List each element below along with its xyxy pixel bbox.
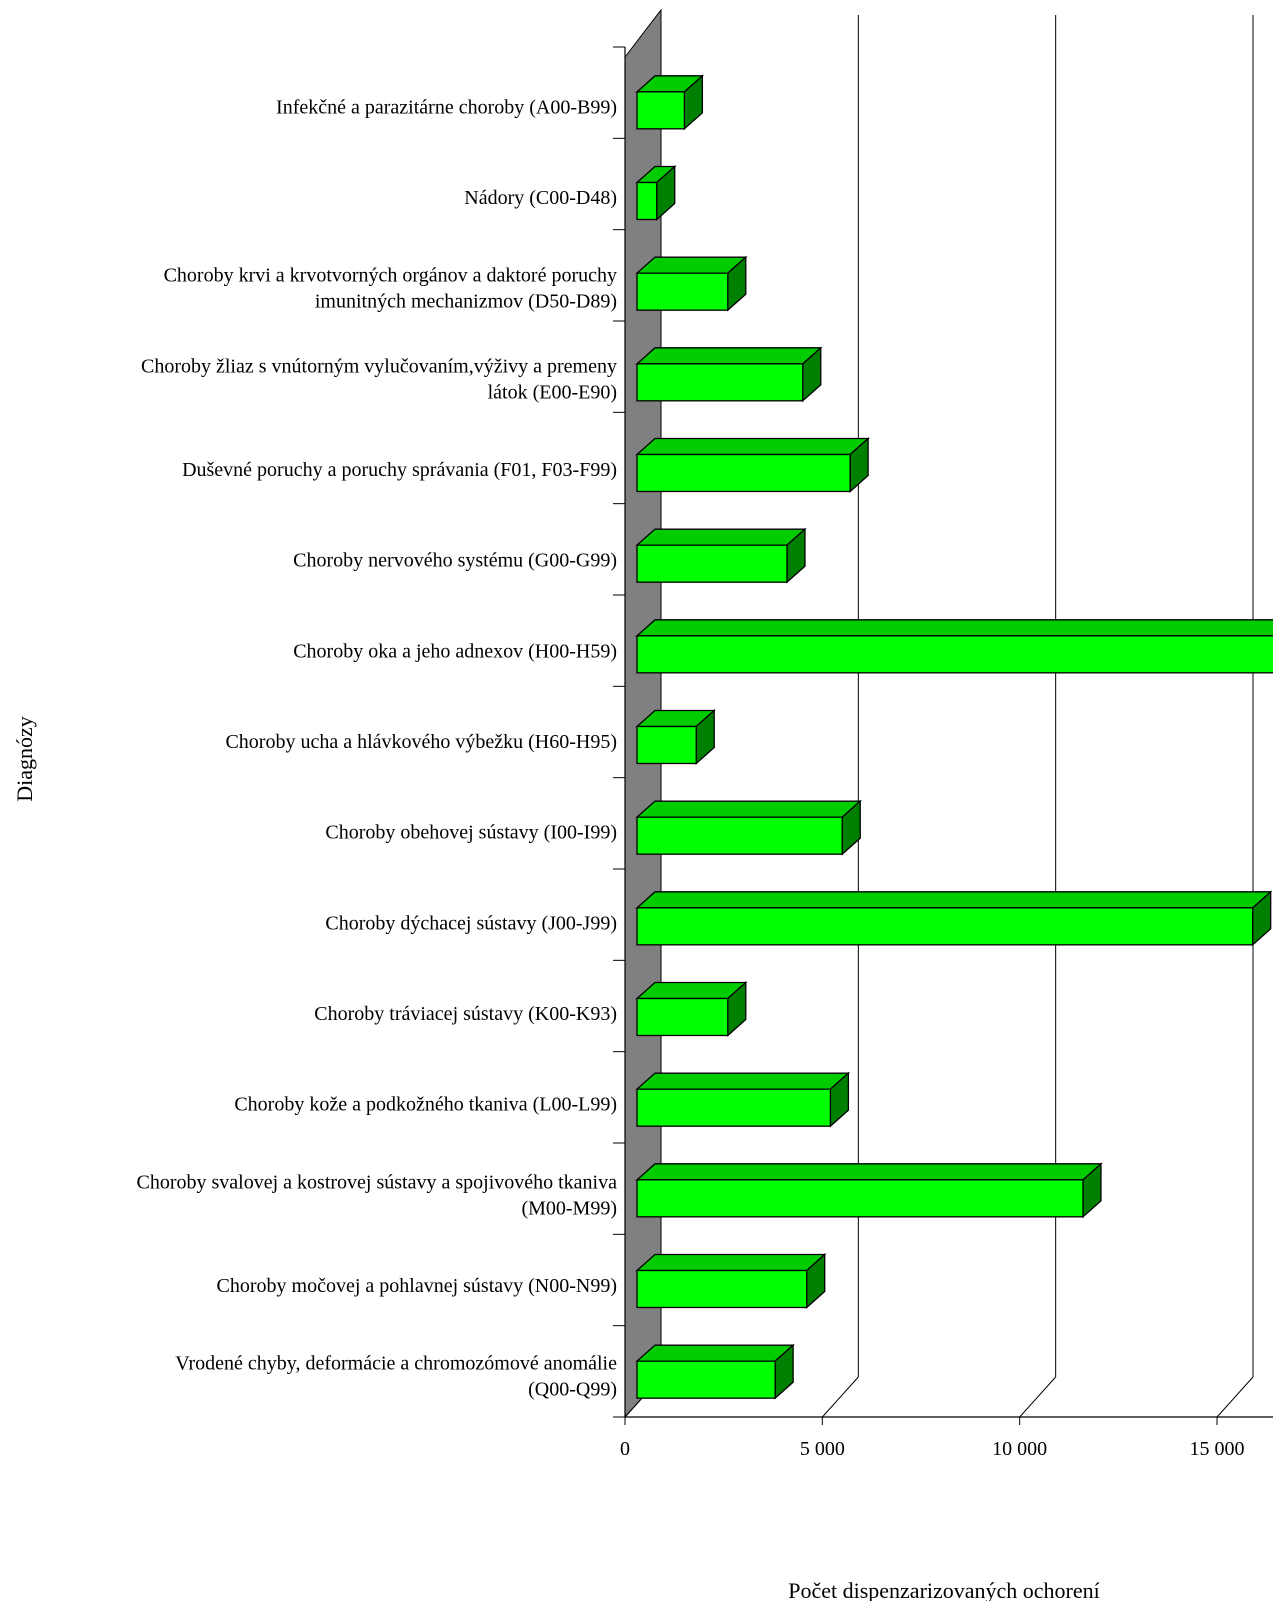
bar: [635, 346, 823, 403]
bar: [635, 255, 748, 312]
bar-top: [635, 891, 1273, 909]
category-label-line: Duševné poruchy a poruchy správania (F01…: [182, 459, 617, 481]
category-label: Choroby kože a podkožného tkaniva (L00-L…: [234, 1094, 617, 1116]
category-label-line: Choroby žliaz s vnútorným vylučovaním,vý…: [141, 355, 617, 377]
bar-top: [635, 528, 807, 546]
bar: [635, 981, 748, 1037]
bar: [635, 1162, 1103, 1219]
bars: [635, 74, 1273, 1400]
x-axis-title: Počet dispenzarizovaných ochorení: [788, 1578, 1100, 1601]
category-label: Choroby žliaz s vnútorným vylučovaním,vý…: [141, 355, 617, 403]
category-label: Choroby ucha a hlávkového výbežku (H60-H…: [225, 731, 617, 753]
category-axis: Infekčné a parazitárne choroby (A00-B99)…: [137, 46, 626, 1418]
bar: [635, 890, 1273, 947]
floor-gridline: [1019, 1376, 1057, 1418]
category-label-line: látok (E00-E90): [488, 381, 617, 403]
category-label-line: imunitných mechanizmov (D50-D89): [315, 291, 617, 313]
bar-front: [636, 544, 788, 583]
bar-top: [635, 800, 862, 818]
bar-top: [635, 619, 1273, 637]
category-label-line: Choroby kože a podkožného tkaniva (L00-L…: [234, 1094, 617, 1116]
category-label: Choroby tráviacej sústavy (K00-K93): [314, 1003, 617, 1025]
category-label: Choroby krvi a krvotvorných orgánov a da…: [164, 265, 617, 313]
bar-top: [635, 256, 748, 274]
bar-top: [635, 1163, 1103, 1181]
bar-top: [635, 437, 870, 456]
bar-front: [636, 181, 658, 221]
category-label-line: Choroby oka a jeho adnexov (H00-H59): [293, 640, 617, 662]
category-label-line: Choroby dýchacej sústavy (J00-J99): [325, 912, 617, 934]
category-label: Infekčné a parazitárne choroby (A00-B99): [276, 96, 617, 118]
bar-front: [636, 363, 804, 402]
bar: [635, 165, 677, 221]
category-label-line: Vrodené chyby, deformácie a chromozómové…: [175, 1353, 617, 1375]
value-tick-label: 15 000: [1190, 1438, 1245, 1460]
bar: [635, 1343, 795, 1400]
category-label: Choroby nervového systému (G00-G99): [293, 550, 617, 572]
y-axis-title: Diagnózy: [12, 716, 37, 802]
bar: [635, 799, 862, 856]
bar-front: [636, 997, 729, 1037]
category-label-line: Choroby obehovej sústavy (I00-I99): [325, 822, 617, 844]
bar: [635, 437, 870, 493]
category-label: Duševné poruchy a poruchy správania (F01…: [182, 459, 617, 481]
category-label: Choroby svalovej a kostrovej sústavy a s…: [137, 1171, 618, 1219]
bar-front: [636, 635, 1273, 674]
value-tick-label: 0: [620, 1438, 630, 1460]
bar-front: [636, 1360, 776, 1399]
category-label-line: Infekčné a parazitárne choroby (A00-B99): [276, 96, 617, 118]
value-tick-label: 10 000: [992, 1438, 1047, 1460]
category-label-line: Choroby močovej a pohlavnej sústavy (N00…: [217, 1275, 617, 1297]
bar: [635, 1071, 851, 1128]
bar-top: [635, 1344, 795, 1362]
bar-top: [635, 1253, 827, 1272]
category-label-line: Choroby tráviacej sústavy (K00-K93): [314, 1003, 617, 1025]
category-label: Vrodené chyby, deformácie a chromozómové…: [175, 1353, 617, 1401]
category-label-line: Choroby ucha a hlávkového výbežku (H60-H…: [225, 731, 617, 753]
bar-front: [636, 1179, 1084, 1218]
bar-front: [636, 907, 1254, 946]
bar-front: [636, 1269, 808, 1309]
gridlines: [624, 15, 1254, 1418]
bar-top: [635, 981, 748, 1000]
bar: [635, 527, 807, 584]
category-label: Choroby oka a jeho adnexov (H00-H59): [293, 640, 617, 662]
category-label: Nádory (C00-D48): [464, 187, 617, 209]
bar-top: [635, 347, 823, 365]
bar-front: [636, 453, 851, 493]
bar: [635, 709, 716, 765]
bar-front: [636, 91, 686, 130]
floor-gridline: [821, 1376, 859, 1418]
category-label-line: Choroby svalovej a kostrovej sústavy a s…: [137, 1171, 618, 1193]
category-label-line: (M00-M99): [521, 1197, 617, 1219]
category-label-line: (Q00-Q99): [528, 1379, 617, 1401]
bar: [635, 74, 705, 131]
category-label: Choroby močovej a pohlavnej sústavy (N00…: [217, 1275, 617, 1297]
category-label-line: Choroby krvi a krvotvorných orgánov a da…: [164, 265, 617, 287]
floor-gridline: [1216, 1376, 1254, 1418]
bar-front: [636, 725, 697, 765]
category-label: Choroby dýchacej sústavy (J00-J99): [325, 912, 617, 934]
category-label-line: Nádory (C00-D48): [464, 187, 617, 209]
bar-top: [635, 1072, 851, 1090]
value-tick-label: 5 000: [800, 1438, 845, 1460]
bar-front: [636, 1088, 832, 1127]
bar-front: [636, 272, 729, 311]
bar: [635, 1253, 827, 1309]
bar: [635, 619, 1273, 674]
category-label: Choroby obehovej sústavy (I00-I99): [325, 822, 617, 844]
bar-front: [636, 816, 843, 855]
category-label-line: Choroby nervového systému (G00-G99): [293, 550, 617, 572]
